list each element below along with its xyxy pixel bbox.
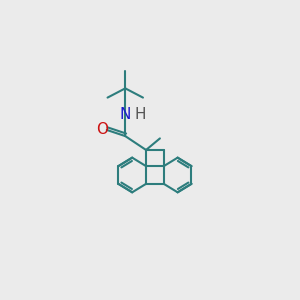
Text: H: H: [134, 107, 146, 122]
Text: O: O: [96, 122, 108, 137]
Text: N: N: [120, 107, 131, 122]
